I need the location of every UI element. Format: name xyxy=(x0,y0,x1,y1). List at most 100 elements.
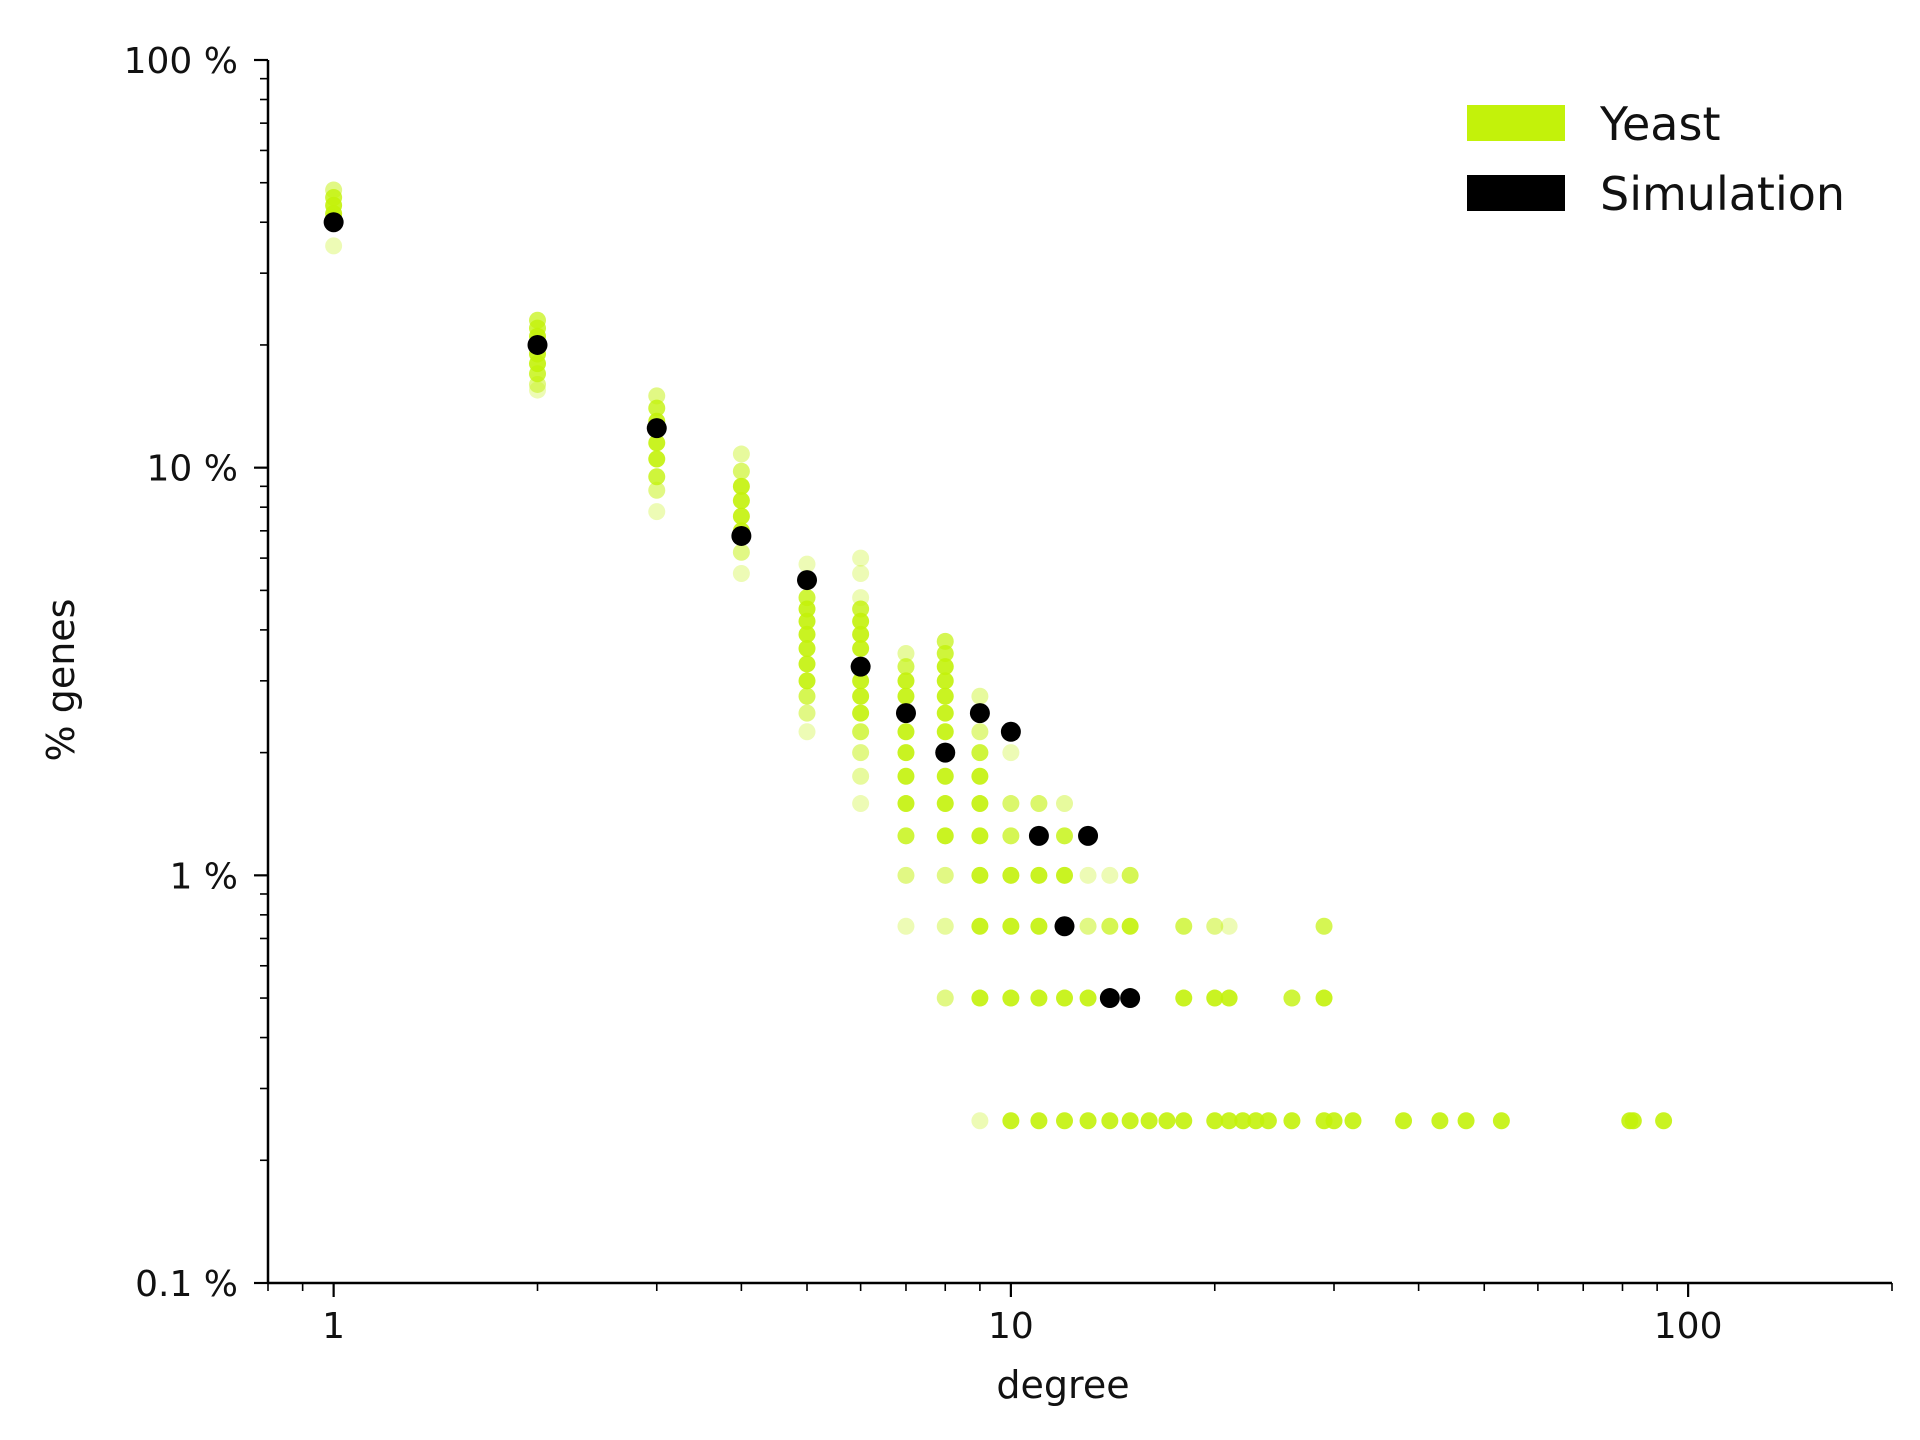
yeast-point xyxy=(1079,866,1097,884)
yeast-point xyxy=(897,645,915,663)
yeast-point xyxy=(936,866,954,884)
yeast-point xyxy=(1325,1112,1343,1130)
simulation-point xyxy=(731,525,752,546)
yeast-point xyxy=(1315,917,1333,935)
simulation-point xyxy=(895,703,916,724)
yeast-point xyxy=(1220,989,1238,1007)
yeast-point xyxy=(936,658,954,676)
yeast-point xyxy=(648,450,666,468)
yeast-point xyxy=(1492,1112,1510,1130)
yeast-point xyxy=(971,687,989,705)
yeast-point xyxy=(1056,866,1074,884)
yeast-point xyxy=(936,645,954,663)
yeast-point xyxy=(852,767,870,785)
y-tick-label: 0.1 % xyxy=(135,1264,238,1305)
simulation-point xyxy=(527,334,548,355)
yeast-point xyxy=(936,795,954,813)
yeast-point xyxy=(798,704,816,722)
yeast-point xyxy=(1101,917,1119,935)
yeast-point xyxy=(1655,1112,1673,1130)
yeast-point xyxy=(852,795,870,813)
yeast-point xyxy=(1002,827,1020,845)
yeast-point xyxy=(936,687,954,705)
yeast-point xyxy=(1395,1112,1413,1130)
yeast-point xyxy=(897,744,915,762)
yeast-point xyxy=(1002,744,1020,762)
yeast-point xyxy=(1206,1112,1224,1130)
yeast-point xyxy=(1002,989,1020,1007)
yeast-point xyxy=(732,543,750,561)
yeast-point xyxy=(1220,917,1238,935)
yeast-point xyxy=(971,744,989,762)
yeast-point xyxy=(732,445,750,463)
yeast-point xyxy=(1030,917,1048,935)
yeast-point xyxy=(648,468,666,486)
yeast-point xyxy=(1234,1112,1252,1130)
y-axis: 0.1 % 1 % 10 % 100 % xyxy=(124,41,270,1305)
yeast-point xyxy=(852,704,870,722)
yeast-point xyxy=(936,704,954,722)
yeast-point xyxy=(648,387,666,405)
yeast-point xyxy=(897,767,915,785)
yeast-point xyxy=(798,723,816,741)
yeast-point xyxy=(1056,827,1074,845)
simulation-point xyxy=(935,742,956,763)
yeast-point xyxy=(897,723,915,741)
yeast-point xyxy=(648,481,666,499)
legend-swatch-yeast xyxy=(1467,105,1565,141)
yeast-point xyxy=(1030,1112,1048,1130)
yeast-point xyxy=(971,917,989,935)
yeast-point xyxy=(1175,989,1193,1007)
yeast-point xyxy=(1030,866,1048,884)
yeast-point xyxy=(1002,795,1020,813)
yeast-point xyxy=(1030,989,1048,1007)
simulation-point xyxy=(1078,825,1099,846)
simulation-point xyxy=(1099,988,1120,1009)
yeast-point xyxy=(1175,1112,1193,1130)
yeast-point xyxy=(852,612,870,630)
yeast-point xyxy=(1121,917,1139,935)
yeast-point xyxy=(971,795,989,813)
yeast-point xyxy=(1002,1112,1020,1130)
yeast-point xyxy=(798,672,816,690)
yeast-point xyxy=(897,658,915,676)
yeast-point xyxy=(1259,1112,1277,1130)
yeast-point xyxy=(1206,917,1224,935)
yeast-point xyxy=(1056,795,1074,813)
yeast-point xyxy=(971,723,989,741)
yeast-point xyxy=(971,1112,989,1130)
simulation-point xyxy=(969,703,990,724)
yeast-point xyxy=(1079,917,1097,935)
yeast-point xyxy=(852,723,870,741)
yeast-point xyxy=(852,600,870,618)
yeast-point xyxy=(1247,1112,1265,1130)
yeast-point xyxy=(971,827,989,845)
yeast-point xyxy=(798,600,816,618)
yeast-point xyxy=(1079,989,1097,1007)
yeast-point xyxy=(1079,1112,1097,1130)
simulation-point xyxy=(850,656,871,677)
yeast-point xyxy=(1101,1112,1119,1130)
yeast-point xyxy=(732,492,750,510)
yeast-point xyxy=(1175,917,1193,935)
x-axis: 1 10 100 xyxy=(267,1281,1893,1347)
yeast-point xyxy=(852,687,870,705)
x-tick-label: 100 xyxy=(1654,1306,1723,1347)
yeast-point xyxy=(1030,795,1048,813)
yeast-point xyxy=(1624,1112,1642,1130)
yeast-point xyxy=(936,827,954,845)
plot-points xyxy=(323,181,1673,1130)
y-tick-label: 100 % xyxy=(124,41,238,82)
legend-label-yeast: Yeast xyxy=(1599,97,1720,151)
yeast-point xyxy=(971,767,989,785)
x-tick-label: 10 xyxy=(988,1306,1034,1347)
yeast-point xyxy=(852,565,870,583)
yeast-point xyxy=(1002,866,1020,884)
yeast-point xyxy=(1121,1112,1139,1130)
simulation-point xyxy=(1028,825,1049,846)
yeast-point xyxy=(648,503,666,521)
legend-label-simulation: Simulation xyxy=(1600,167,1845,221)
yeast-point xyxy=(1206,989,1224,1007)
yeast-point xyxy=(936,767,954,785)
